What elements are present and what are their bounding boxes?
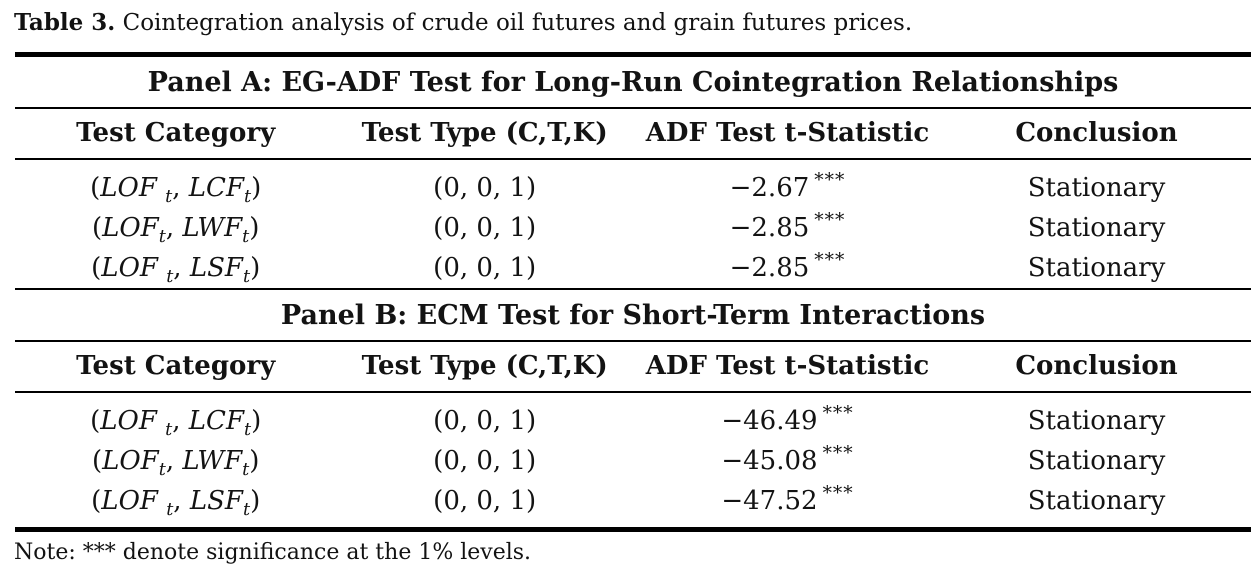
stat-value: −2.85 <box>729 253 810 283</box>
stat-value: −2.67 <box>729 173 810 203</box>
stat-value: −46.49 <box>721 406 818 436</box>
table-row: (LOF t, LSFt) (0, 0, 1) −2.85 *** Station… <box>15 248 1251 290</box>
significance-stars: *** <box>814 250 846 272</box>
panel-b-header-row: Test Category Test Type (C,T,K) ADF Test… <box>15 341 1251 393</box>
column-header-adf-statistic: ADF Test t-Statistic <box>632 108 942 160</box>
statistic-cell: −2.67 *** <box>633 159 942 208</box>
panel-a-title-row: Panel A: EG-ADF Test for Long-Run Cointe… <box>15 54 1251 109</box>
column-header-test-category: Test Category <box>15 108 337 160</box>
column-header-conclusion: Conclusion <box>941 341 1251 393</box>
significance-stars: *** <box>822 443 854 465</box>
column-header-test-type: Test Type (C,T,K) <box>336 341 633 393</box>
test-type-cell: (0, 0, 1) <box>433 173 537 203</box>
conclusion-cell: Stationary <box>1027 406 1166 436</box>
table-row: (LOFt, LWFt) (0, 0, 1) −2.85 *** Stationa… <box>15 208 1251 248</box>
test-type-cell: (0, 0, 1) <box>433 446 537 476</box>
significance-stars: *** <box>822 483 854 505</box>
statistic-cell: −47.52 *** <box>633 481 942 530</box>
test-category-cell: (LOF t, LSFt) <box>91 486 261 521</box>
test-type-cell: (0, 0, 1) <box>336 248 633 290</box>
table-caption-label: Table 3. <box>14 9 116 36</box>
significance-stars: *** <box>822 403 854 425</box>
statistic-cell: −2.85 *** <box>632 248 942 290</box>
statistic-cell: −45.08 *** <box>633 441 942 481</box>
conclusion-cell: Stationary <box>1027 446 1166 476</box>
test-category-cell: (LOF t, LCFt) <box>90 406 262 441</box>
test-category-cell: (LOFt, LWFt) <box>91 446 260 481</box>
test-type-cell: (0, 0, 1) <box>433 486 537 516</box>
column-header-conclusion: Conclusion <box>941 108 1251 160</box>
panel-b-title: Panel B: ECM Test for Short-Term Interac… <box>15 289 1251 342</box>
significance-stars: *** <box>814 210 846 232</box>
column-header-test-type: Test Type (C,T,K) <box>336 108 633 160</box>
column-header-test-category: Test Category <box>15 341 337 393</box>
test-type-cell: (0, 0, 1) <box>433 406 537 436</box>
cointegration-table: Panel A: EG-ADF Test for Long-Run Cointe… <box>15 52 1251 532</box>
panel-a-header-row: Test Category Test Type (C,T,K) ADF Test… <box>15 108 1251 160</box>
stat-value: −47.52 <box>721 486 818 516</box>
table-caption-text: Cointegration analysis of crude oil futu… <box>115 10 913 36</box>
stat-value: −45.08 <box>721 446 818 476</box>
test-category-cell: (LOFt, LWFt) <box>91 213 260 248</box>
table-row: (LOF t, LCFt) (0, 0, 1) −2.67 *** Station… <box>15 159 1251 208</box>
conclusion-cell: Stationary <box>1027 173 1166 203</box>
test-type-cell: (0, 0, 1) <box>433 213 537 243</box>
test-category-cell: (LOF t, LCFt) <box>90 173 262 208</box>
table-footnote: Note: *** denote significance at the 1% … <box>14 540 532 565</box>
significance-stars: *** <box>814 170 846 192</box>
panel-b-title-row: Panel B: ECM Test for Short-Term Interac… <box>15 289 1251 342</box>
table-row: (LOF t, LSFt) (0, 0, 1) −47.52 *** Statio… <box>15 481 1251 530</box>
statistic-cell: −2.85 *** <box>633 208 942 248</box>
statistic-cell: −46.49 *** <box>633 392 942 441</box>
stat-value: −2.85 <box>729 213 810 243</box>
conclusion-cell: Stationary <box>1027 213 1166 243</box>
table-row: (LOF t, LCFt) (0, 0, 1) −46.49 *** Statio… <box>15 392 1251 441</box>
panel-a-title: Panel A: EG-ADF Test for Long-Run Cointe… <box>15 54 1251 109</box>
column-header-adf-statistic: ADF Test t-Statistic <box>632 341 942 393</box>
table-caption: Table 3. Cointegration analysis of crude… <box>0 0 1258 39</box>
conclusion-cell: Stationary <box>1027 486 1166 516</box>
conclusion-cell: Stationary <box>941 248 1251 290</box>
test-category-cell: (LOF t, LSFt) <box>15 248 337 290</box>
table-row: (LOFt, LWFt) (0, 0, 1) −45.08 *** Station… <box>15 441 1251 481</box>
